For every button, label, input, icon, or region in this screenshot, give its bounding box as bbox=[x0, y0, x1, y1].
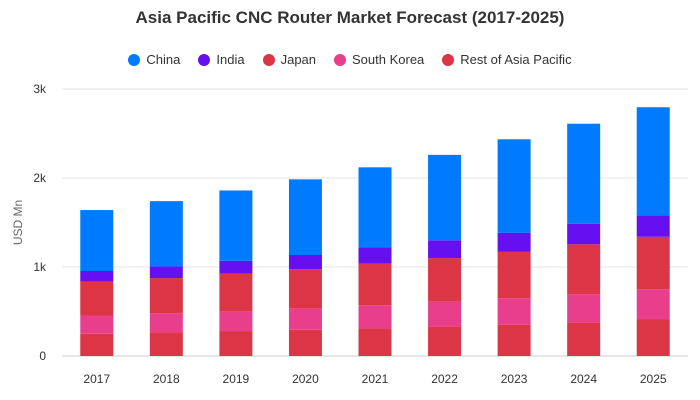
x-tick-label: 2022 bbox=[431, 372, 458, 386]
bar-segment[interactable] bbox=[80, 271, 114, 282]
bar-segment[interactable] bbox=[358, 328, 392, 356]
bar-segment[interactable] bbox=[149, 201, 183, 267]
bar-segment[interactable] bbox=[567, 322, 601, 356]
bar-segment[interactable] bbox=[428, 258, 462, 302]
y-axis-label: USD Mn bbox=[11, 200, 25, 245]
chart-title: Asia Pacific CNC Router Market Forecast … bbox=[135, 8, 565, 27]
y-tick-label: 1k bbox=[33, 260, 47, 274]
bar-segment[interactable] bbox=[567, 123, 601, 224]
x-tick-label: 2018 bbox=[153, 372, 180, 386]
bar-segment[interactable] bbox=[288, 308, 322, 330]
legend-label-rest-of-asia-pacific: Rest of Asia Pacific bbox=[460, 52, 572, 67]
legend-swatch-rest-of-asia-pacific bbox=[442, 53, 455, 66]
y-tick-label: 2k bbox=[33, 171, 47, 185]
bar-segment[interactable] bbox=[358, 263, 392, 306]
bar-segment[interactable] bbox=[497, 139, 531, 233]
bar-segment[interactable] bbox=[636, 236, 670, 290]
legend-label-india: India bbox=[216, 52, 245, 67]
x-tick-label: 2017 bbox=[83, 372, 110, 386]
legend-item-japan[interactable]: Japan bbox=[262, 52, 317, 67]
bar-segment[interactable] bbox=[636, 289, 670, 320]
bar-segment[interactable] bbox=[428, 154, 462, 241]
bar-segment[interactable] bbox=[288, 269, 322, 309]
y-tick-label: 0 bbox=[39, 349, 46, 363]
x-tick-label: 2023 bbox=[501, 372, 528, 386]
bar-segment[interactable] bbox=[497, 251, 531, 299]
bar-segment[interactable] bbox=[358, 167, 392, 248]
chart-legend: China India Japan South Korea Rest of As… bbox=[0, 52, 700, 67]
bar-segment[interactable] bbox=[80, 281, 114, 316]
bar-segment[interactable] bbox=[636, 319, 670, 356]
bar-segment[interactable] bbox=[567, 223, 601, 245]
bar-segment[interactable] bbox=[288, 254, 322, 270]
legend-swatch-south-korea bbox=[334, 53, 347, 66]
bar-segment[interactable] bbox=[358, 305, 392, 329]
bar-segment[interactable] bbox=[497, 232, 531, 252]
legend-item-rest-of-asia-pacific[interactable]: Rest of Asia Pacific bbox=[442, 52, 572, 67]
bar-segment[interactable] bbox=[219, 190, 253, 261]
bar-segment[interactable] bbox=[288, 329, 322, 356]
bar-segment[interactable] bbox=[149, 332, 183, 356]
x-tick-label: 2021 bbox=[362, 372, 389, 386]
bar-segment[interactable] bbox=[567, 294, 601, 323]
y-tick-label: 3k bbox=[33, 82, 47, 96]
legend-label-japan: Japan bbox=[280, 52, 317, 67]
bar-segment[interactable] bbox=[149, 278, 183, 314]
x-tick-label: 2019 bbox=[223, 372, 250, 386]
x-tick-label: 2025 bbox=[640, 372, 667, 386]
bar-segment[interactable] bbox=[497, 324, 531, 356]
bar-segment[interactable] bbox=[288, 179, 322, 255]
bar-segment[interactable] bbox=[219, 273, 253, 312]
legend-item-china[interactable]: China bbox=[128, 52, 180, 67]
x-tick-label: 2020 bbox=[292, 372, 319, 386]
bar-segment[interactable] bbox=[497, 298, 531, 325]
legend-swatch-india bbox=[198, 53, 211, 66]
bar-segment[interactable] bbox=[567, 244, 601, 295]
legend-label-china: China bbox=[146, 52, 181, 67]
bar-segment[interactable] bbox=[149, 313, 183, 333]
legend-swatch-china bbox=[128, 53, 141, 66]
legend-item-india[interactable]: India bbox=[198, 52, 245, 67]
bar-segment[interactable] bbox=[358, 247, 392, 264]
bar-segment[interactable] bbox=[80, 315, 114, 334]
legend-label-south-korea: South Korea bbox=[352, 52, 425, 67]
bar-segment[interactable] bbox=[636, 107, 670, 216]
bar-segment[interactable] bbox=[80, 333, 114, 356]
bar-segment[interactable] bbox=[219, 311, 253, 332]
legend-swatch-japan bbox=[262, 53, 275, 66]
bar-segment[interactable] bbox=[219, 260, 253, 274]
bar-segment[interactable] bbox=[636, 215, 670, 237]
bar-segment[interactable] bbox=[428, 301, 462, 327]
bar-segment[interactable] bbox=[219, 331, 253, 356]
legend-item-south-korea[interactable]: South Korea bbox=[334, 52, 424, 67]
x-tick-label: 2024 bbox=[570, 372, 597, 386]
bar-segment[interactable] bbox=[428, 240, 462, 259]
bar-segment[interactable] bbox=[149, 266, 183, 279]
bar-segment[interactable] bbox=[80, 210, 114, 272]
bar-segment[interactable] bbox=[428, 326, 462, 356]
